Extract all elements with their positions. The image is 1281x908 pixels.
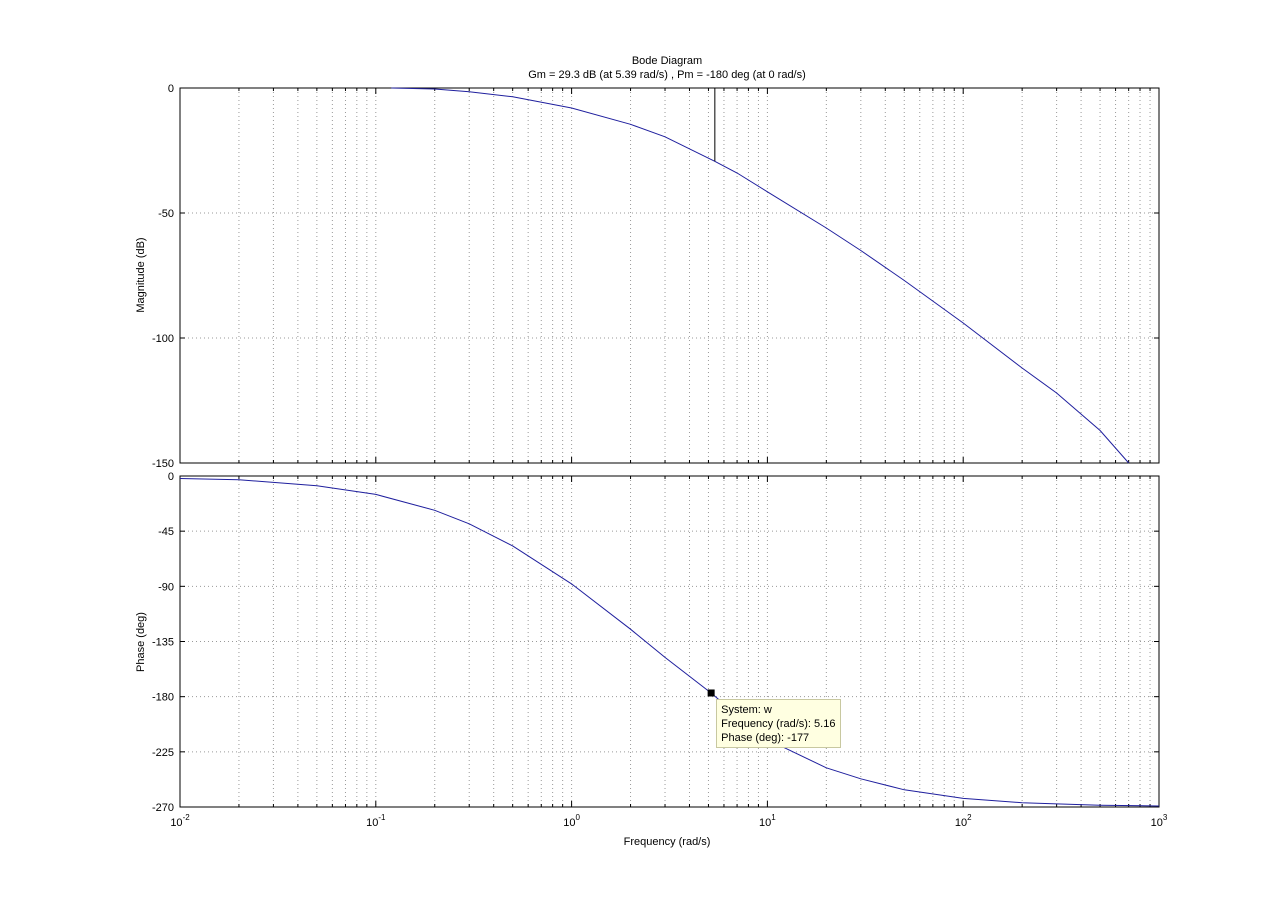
phase-tick-label: -270 xyxy=(152,802,174,814)
phase-line xyxy=(179,478,1160,807)
magnitude-tick-label: -150 xyxy=(152,458,174,470)
datatip-system: System: w xyxy=(721,703,772,716)
magnitude-tick-label: 0 xyxy=(168,83,174,95)
chart-subtitle: Gm = 29.3 dB (at 5.39 rad/s) , Pm = -180… xyxy=(528,69,806,81)
phase-tick-label: 0 xyxy=(168,471,174,483)
datatip[interactable]: System: w Frequency (rad/s): 5.16 Phase … xyxy=(716,698,842,748)
magnitude-line xyxy=(391,87,1130,464)
x-tick-label: 101 xyxy=(759,813,776,829)
datatip-phase: Phase (deg): -177 xyxy=(721,731,810,744)
phase-tick-label: -180 xyxy=(152,692,174,704)
x-tick-label: 102 xyxy=(955,813,972,829)
magnitude-tick-label: -50 xyxy=(158,208,174,220)
frequency-x-ticks: 10-2 10-1 100 101 102 103 xyxy=(170,88,1168,829)
phase-tick-label: -90 xyxy=(158,581,174,593)
magnitude-grid xyxy=(180,87,1159,464)
datatip-frequency: Frequency (rad/s): 5.16 xyxy=(721,717,836,730)
xlabel: Frequency (rad/s) xyxy=(624,836,711,848)
phase-y-ticks: 0 -45 -90 -135 -180 -225 -270 xyxy=(152,471,1159,814)
magnitude-ylabel: Magnitude (dB) xyxy=(135,237,147,312)
datatip-marker[interactable] xyxy=(707,689,715,697)
chart-title: Bode Diagram xyxy=(632,55,702,67)
phase-grid xyxy=(180,475,1159,808)
phase-tick-label: -135 xyxy=(152,637,174,649)
phase-ylabel: Phase (deg) xyxy=(135,612,147,672)
magnitude-tick-label: -100 xyxy=(152,333,174,345)
x-tick-label: 10-1 xyxy=(366,813,386,829)
x-tick-label: 10-2 xyxy=(170,813,190,829)
phase-tick-label: -225 xyxy=(152,747,174,759)
magnitude-y-ticks: 0 -50 -100 -150 xyxy=(152,83,1159,470)
magnitude-axes-box xyxy=(179,87,1160,464)
phase-tick-label: -45 xyxy=(158,526,174,538)
x-tick-label: 100 xyxy=(563,813,580,829)
x-tick-label: 103 xyxy=(1151,813,1168,829)
